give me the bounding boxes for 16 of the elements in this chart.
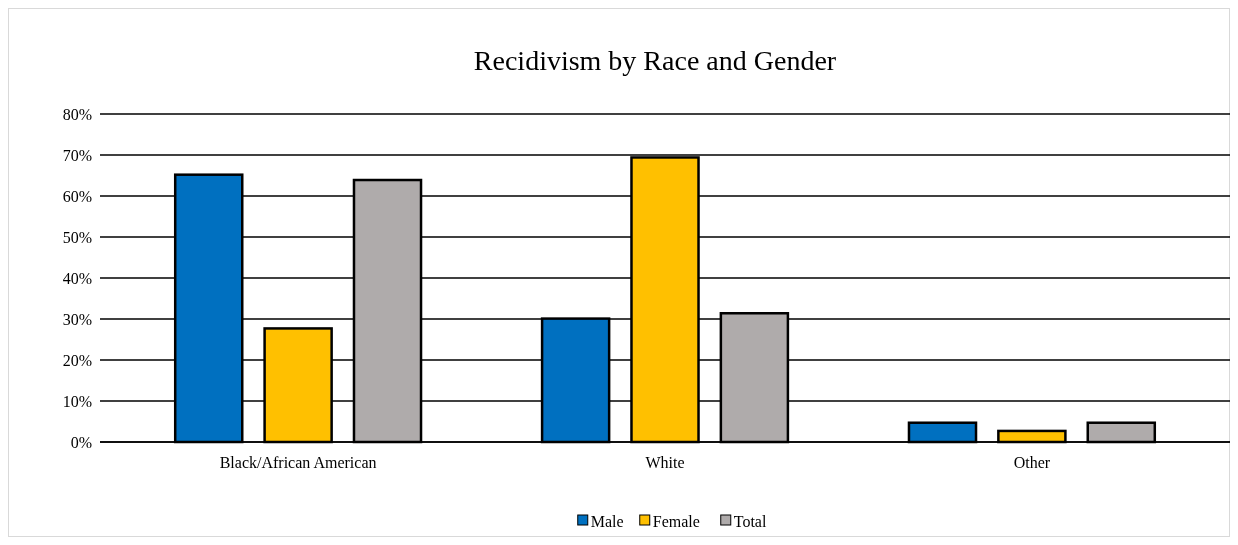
y-tick-label: 40%: [62, 269, 92, 287]
x-tick-label: White: [645, 454, 685, 471]
x-tick-label: Other: [1013, 454, 1051, 471]
y-tick-label: 60%: [62, 187, 92, 205]
y-tick-label: 50%: [62, 228, 92, 246]
chart-title: Recidivism by Race and Gender: [473, 45, 837, 76]
y-tick-label: 70%: [62, 146, 92, 164]
y-tick-label: 20%: [62, 351, 92, 369]
legend-label: Female: [652, 512, 700, 530]
legend-label: Male: [590, 512, 624, 530]
y-tick-label: 80%: [62, 105, 92, 123]
y-tick-label: 0%: [70, 433, 92, 451]
legend-label: Total: [733, 512, 767, 530]
x-tick-label: Black/African American: [219, 454, 377, 471]
y-tick-label: 30%: [62, 310, 92, 328]
y-tick-label: 10%: [62, 392, 92, 410]
